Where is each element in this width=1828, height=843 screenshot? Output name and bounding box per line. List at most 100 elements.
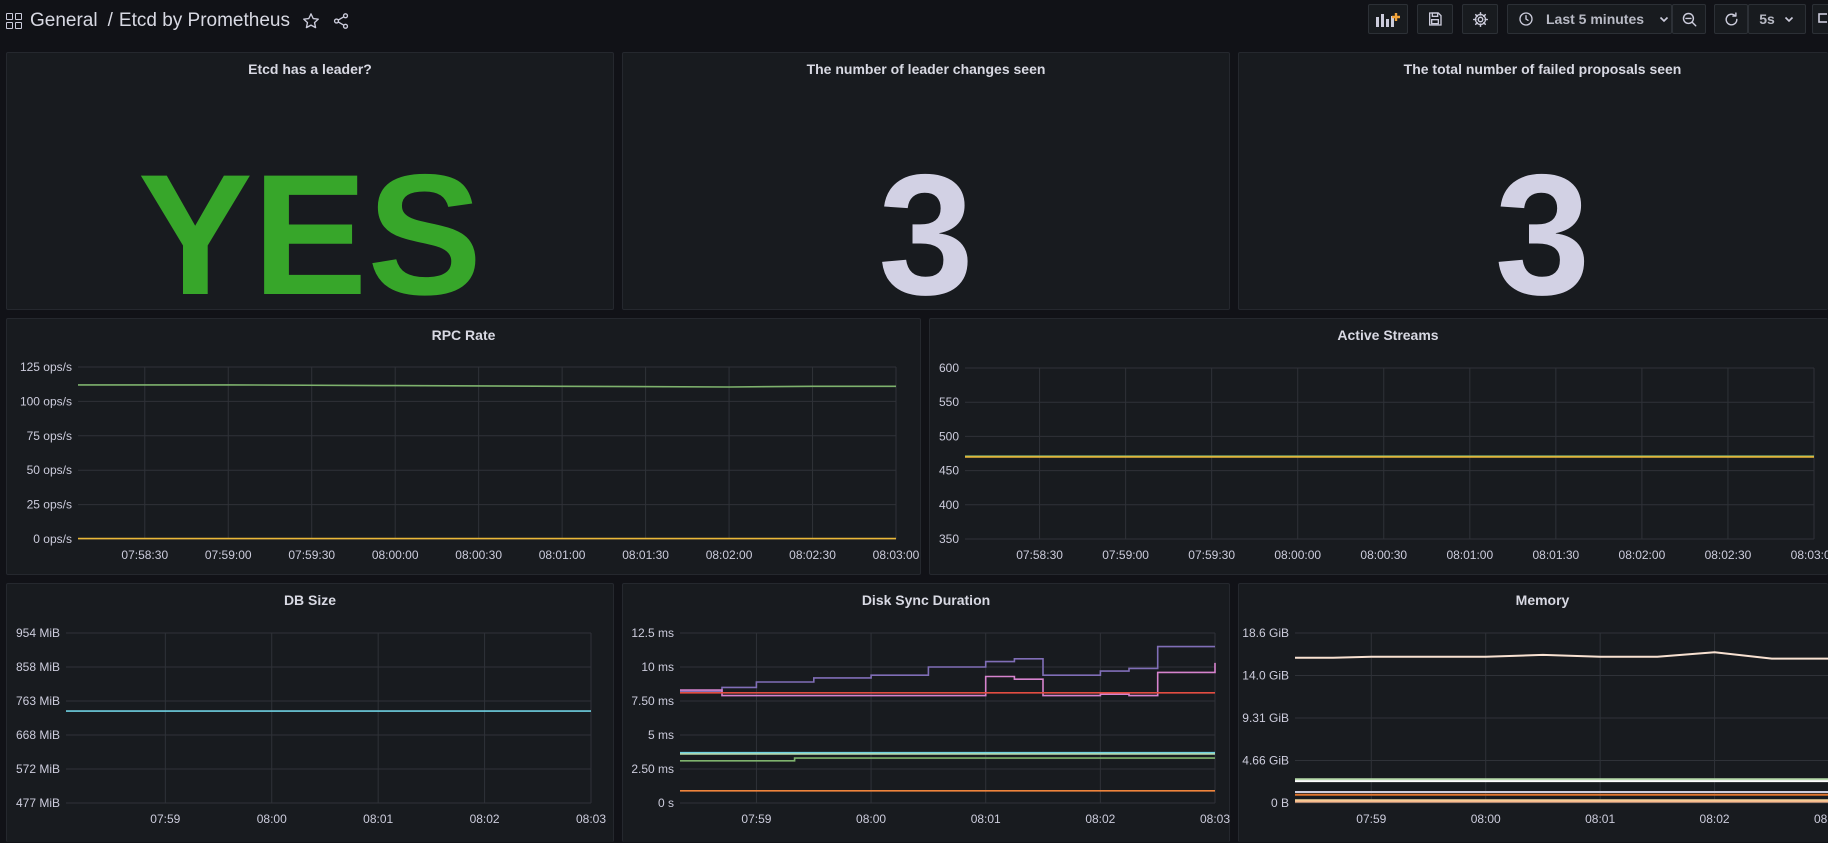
chevron-down-icon	[1659, 16, 1669, 23]
x-tick-label: 07:58:30	[121, 548, 168, 562]
refresh-interval-label: 5s	[1759, 11, 1775, 27]
x-tick-label: 08:00	[257, 812, 287, 826]
x-tick-label: 08:03:00	[873, 548, 920, 562]
rpc-rate-chart: 0 ops/s 25 ops/s 50 ops/s 75 ops/s 100 ops/s…	[20, 360, 920, 562]
x-tick-label: 08:00:30	[455, 548, 502, 562]
y-tick-label: 450	[939, 464, 959, 478]
panel-title: The total number of failed proposals see…	[1403, 61, 1682, 77]
panel-failed-proposals[interactable]: The total number of failed proposals see…	[1238, 52, 1828, 321]
x-tick-label: 08:02:30	[1705, 548, 1752, 562]
add-panel-icon	[1376, 13, 1400, 27]
x-tick-label: 07:59	[150, 812, 180, 826]
save-dashboard-button[interactable]	[1417, 4, 1453, 34]
x-tick-label: 08:02	[470, 812, 500, 826]
dashboard-navbar: General / Etcd by Prometheus Last 5 minu…	[0, 0, 1828, 42]
y-tick-label: 350	[939, 532, 959, 546]
leader-changes-stat-value: 3	[878, 139, 974, 331]
x-tick-label: 08:00:00	[372, 548, 419, 562]
x-tick-label: 08:02:00	[1619, 548, 1666, 562]
y-tick-label: 50 ops/s	[27, 463, 72, 477]
series-line-0	[78, 384, 896, 388]
panel-db-size[interactable]: DB Size 477 MiB 572 MiB 668 MiB 763 MiB 858 …	[6, 583, 614, 842]
panel-disk-sync[interactable]: Disk Sync Duration 0 s 2.50 ms 5 ms 7.50 ms…	[622, 583, 1230, 842]
y-tick-label: 858 MiB	[16, 660, 60, 674]
x-tick-label: 08:03	[576, 812, 606, 826]
y-tick-label: 572 MiB	[16, 762, 60, 776]
x-tick-label: 07:59	[1356, 812, 1386, 826]
x-tick-label: 07:59	[741, 812, 771, 826]
y-tick-label: 14.0 GiB	[1242, 669, 1289, 683]
x-tick-label: 07:59:30	[1188, 548, 1235, 562]
panel-title: Memory	[1515, 592, 1570, 608]
panel-title: DB Size	[283, 592, 337, 608]
panel-rpc-rate[interactable]: RPC Rate 0 ops/s 25 ops/s 50 ops/s 75 ops/s…	[6, 318, 921, 575]
y-tick-label: 954 MiB	[16, 626, 60, 640]
share-icon[interactable]	[332, 12, 350, 30]
panel-title: Disk Sync Duration	[861, 592, 991, 608]
y-tick-label: 668 MiB	[16, 728, 60, 742]
star-icon[interactable]	[302, 12, 320, 30]
panel-active-streams[interactable]: Active Streams 350 400 450 500 550 600 07:58:3…	[929, 318, 1828, 575]
refresh-interval-picker[interactable]: 5s	[1748, 4, 1806, 34]
series-line-1	[680, 662, 1216, 697]
y-tick-label: 0 s	[658, 796, 674, 810]
series-line-0	[680, 645, 1215, 693]
breadcrumb-folder[interactable]: General	[30, 10, 98, 31]
dashboards-grid-icon[interactable]	[6, 13, 22, 29]
y-tick-label: 550	[939, 395, 959, 409]
add-panel-button[interactable]	[1368, 4, 1408, 34]
x-tick-label: 08:00	[856, 812, 886, 826]
x-tick-label: 08:00:30	[1360, 548, 1407, 562]
panel-etcd-leader[interactable]: Etcd has a leader? YES	[6, 52, 614, 321]
series-line-0	[1295, 651, 1828, 660]
x-tick-label: 08:02	[1700, 812, 1730, 826]
gear-icon	[1472, 11, 1488, 27]
x-tick-label: 07:59:30	[288, 548, 335, 562]
x-tick-label: 07:59:00	[1102, 548, 1149, 562]
y-tick-label: 9.31 GiB	[1242, 711, 1289, 725]
clock-icon	[1519, 12, 1533, 26]
time-range-label: Last 5 minutes	[1546, 11, 1645, 27]
dashboard-settings-button[interactable]	[1462, 4, 1498, 34]
y-tick-label: 125 ops/s	[20, 360, 72, 374]
zoom-out-button[interactable]	[1672, 4, 1706, 34]
save-icon	[1429, 12, 1442, 26]
failed-proposals-stat-value: 3	[1494, 139, 1591, 331]
y-tick-label: 4.66 GiB	[1242, 754, 1289, 768]
x-tick-label: 08:02	[1085, 812, 1115, 826]
x-tick-label: 08:01	[1585, 812, 1615, 826]
panel-title: RPC Rate	[431, 327, 496, 343]
zoom-out-icon	[1682, 12, 1696, 26]
x-tick-label: 08:01:30	[622, 548, 669, 562]
y-tick-label: 100 ops/s	[20, 394, 72, 408]
x-tick-label: 08:01	[363, 812, 393, 826]
x-tick-label: 08:01	[971, 812, 1001, 826]
panel-memory[interactable]: Memory 0 B 4.66 GiB 9.31 GiB 14.0 GiB 18.6 G…	[1238, 583, 1828, 842]
x-tick-label: 08:02:00	[706, 548, 753, 562]
panel-leader-changes[interactable]: The number of leader changes seen 3	[622, 52, 1230, 321]
x-tick-label: 07:58:30	[1016, 548, 1063, 562]
refresh-button[interactable]	[1714, 4, 1748, 34]
x-tick-label: 08:02:30	[789, 548, 836, 562]
y-tick-label: 763 MiB	[16, 694, 60, 708]
refresh-icon	[1724, 11, 1738, 25]
y-tick-label: 18.6 GiB	[1242, 626, 1289, 640]
y-tick-label: 25 ops/s	[27, 498, 72, 512]
view-mode-button[interactable]	[1812, 4, 1828, 34]
x-tick-label: 08:01:00	[539, 548, 586, 562]
series-line-5	[680, 757, 1215, 762]
y-tick-label: 10 ms	[641, 660, 674, 674]
x-tick-label: 08:00	[1471, 812, 1501, 826]
x-tick-label: 08:00:00	[1274, 548, 1321, 562]
time-range-picker[interactable]: Last 5 minutes	[1507, 4, 1672, 34]
x-tick-label: 08:01:30	[1532, 548, 1579, 562]
x-tick-label: 07:59:00	[205, 548, 252, 562]
db-size-chart: 477 MiB 572 MiB 668 MiB 763 MiB 858 MiB 954 M…	[16, 626, 606, 826]
breadcrumb: General / Etcd by Prometheus	[6, 10, 350, 32]
y-tick-label: 2.50 ms	[631, 762, 674, 776]
disk-sync-chart: 0 s 2.50 ms 5 ms 7.50 ms 10 ms 12.5 ms 07:59 08…	[631, 626, 1230, 826]
dashboard-title[interactable]: Etcd by Prometheus	[118, 10, 290, 31]
y-tick-label: 500	[939, 429, 959, 443]
y-tick-label: 5 ms	[648, 728, 674, 742]
x-tick-label: 08:03	[1814, 812, 1828, 826]
